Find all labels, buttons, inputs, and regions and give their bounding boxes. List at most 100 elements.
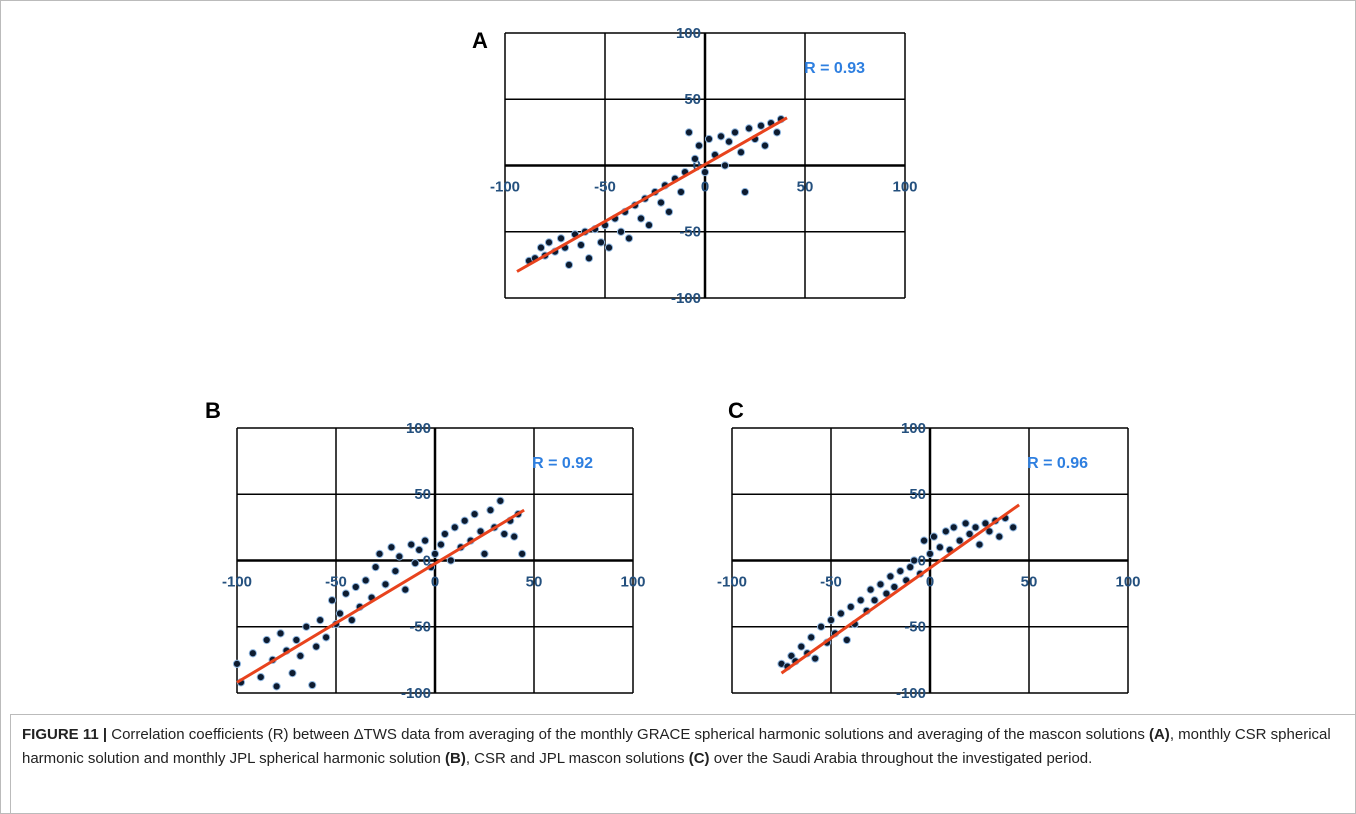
scatter-point	[576, 240, 586, 250]
scatter-point	[401, 585, 410, 594]
scatter-point	[421, 536, 430, 545]
scatter-point	[716, 132, 726, 141]
x-tick-label: 100	[892, 178, 917, 195]
x-tick-label: 0	[431, 573, 439, 590]
y-tick-label: 100	[676, 25, 701, 42]
scatter-point	[387, 543, 396, 552]
scatter-point	[544, 238, 554, 247]
scatter-point	[391, 567, 400, 576]
scatter-point	[604, 243, 614, 252]
scatter-point	[811, 654, 820, 663]
scatter-point	[288, 669, 297, 678]
scatter-point	[664, 207, 674, 216]
scatter-point	[584, 254, 594, 263]
scatter-point	[335, 609, 345, 618]
panel: -100 -50 0 50 100 -100 -50 0 50 100 B R = 0.92	[205, 398, 646, 702]
fit-line	[516, 116, 788, 273]
scatter-point	[308, 680, 317, 690]
scatter-point	[694, 141, 704, 150]
scatter-point	[876, 580, 885, 589]
scatter-point	[341, 589, 350, 598]
x-tick-label: -100	[222, 573, 252, 590]
annotation: R = 0.96	[1027, 455, 1088, 472]
scatter-point	[450, 523, 459, 532]
y-tick-label: -100	[671, 290, 701, 307]
scatter-point	[836, 609, 846, 618]
scatter-point	[312, 642, 321, 651]
scatter-point	[870, 596, 879, 605]
y-tick-label: 50	[684, 91, 701, 108]
caption-text: , monthly CSR spherical harmonic solutio…	[22, 726, 1331, 767]
scatter-point	[371, 563, 380, 572]
scatter-point	[248, 649, 257, 658]
scatter-point	[886, 572, 895, 581]
scatter-point	[919, 536, 929, 545]
scatter-point	[381, 580, 390, 589]
scatter-point	[941, 527, 950, 536]
caption-text: over the Saudi Arabia throughout the inv…	[709, 749, 1093, 767]
scatter-point	[316, 616, 325, 625]
panel-label: C	[728, 398, 744, 423]
caption-ref: (C)	[688, 749, 710, 767]
scatter-point	[564, 260, 574, 269]
x-tick-label: -100	[490, 178, 520, 195]
scatter-point	[817, 622, 826, 631]
scatter-point	[556, 234, 566, 243]
caption-label: FIGURE 11 |	[22, 726, 108, 743]
caption-text: , CSR and JPL mascon solutions	[465, 749, 689, 767]
scatter-point	[906, 563, 915, 572]
caption: FIGURE 11 | Correlation coefficients (R)…	[22, 723, 1332, 770]
scatter-point	[730, 128, 740, 137]
scatter-point	[470, 510, 479, 519]
y-tick-label: 0	[918, 552, 926, 569]
x-tick-label: 50	[797, 178, 814, 195]
scatter-point	[690, 154, 700, 163]
scatter-point	[740, 187, 750, 197]
scatter-point	[935, 543, 945, 552]
y-tick-label: 100	[406, 420, 431, 437]
scatter-point	[910, 556, 919, 565]
scatter-point	[961, 519, 970, 528]
y-tick-label: -100	[401, 685, 431, 702]
scatter-point	[1009, 523, 1018, 532]
scatter-point	[272, 682, 281, 691]
x-tick-label: -50	[594, 178, 616, 195]
x-tick-label: 0	[701, 178, 709, 195]
scatter-point	[896, 567, 905, 576]
scatter-point	[500, 529, 509, 539]
scatter-point	[361, 576, 370, 585]
scatter-point	[232, 659, 242, 668]
scatter-point	[302, 622, 311, 631]
annotation: R = 0.92	[532, 455, 593, 472]
scatter-point	[415, 545, 424, 555]
scatter-point	[460, 516, 469, 525]
scatter-point	[736, 148, 746, 157]
scatter-point	[292, 635, 301, 645]
scatter-point	[636, 214, 646, 223]
scatter-point	[965, 529, 974, 539]
scatter-point	[975, 540, 984, 549]
scatter-point	[890, 582, 899, 592]
scatter-point	[985, 527, 994, 536]
caption-text: Correlation coefficients (R) between ΔTW…	[111, 726, 1149, 743]
panel: -100 -50 0 50 100 -100 -50 0 50 100 A R = 0.93	[472, 25, 918, 307]
scatter-point	[644, 221, 654, 230]
scatter-point	[375, 549, 384, 558]
scatter-point	[351, 582, 360, 592]
scatter-point	[322, 633, 331, 642]
scatter-point	[496, 496, 505, 505]
scatter-point	[616, 227, 626, 236]
scatter-point	[760, 141, 770, 150]
scatter-point	[256, 673, 265, 682]
scatter-point	[436, 540, 446, 549]
y-tick-label: -50	[679, 224, 701, 241]
y-tick-label: 0	[423, 552, 431, 569]
scatter-point	[772, 128, 782, 137]
scatter-point	[955, 536, 964, 545]
scatter-point	[846, 602, 855, 611]
x-tick-label: -50	[325, 573, 347, 590]
x-tick-label: 0	[926, 573, 934, 590]
scatter-point	[720, 161, 730, 170]
